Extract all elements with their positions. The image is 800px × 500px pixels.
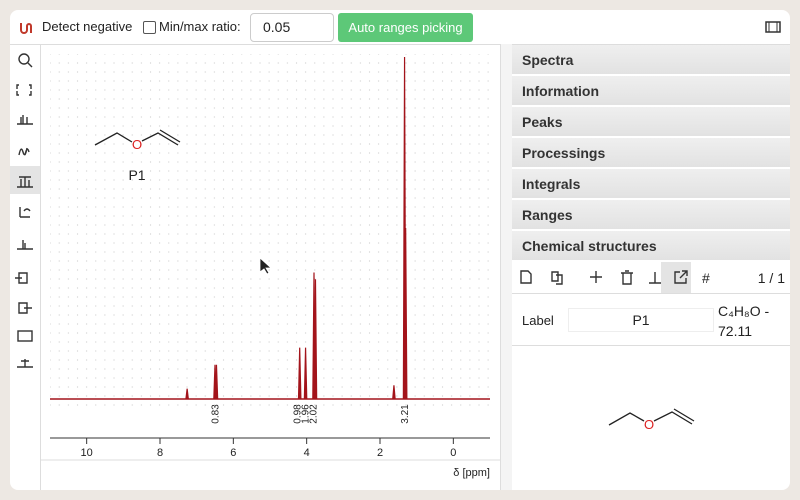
atom-label: O: [132, 137, 142, 152]
peak: [403, 227, 408, 400]
active-button: [661, 262, 691, 293]
panel-header[interactable]: Chemical structures: [512, 231, 790, 261]
x-tick-label: 4: [304, 447, 310, 459]
x-tick-label: 0: [450, 447, 456, 459]
minor-grid: [50, 54, 490, 410]
counter: 1 / 1: [757, 270, 785, 286]
structure-drawing: O: [608, 408, 695, 432]
top-toolbar: [10, 10, 790, 45]
tool-column: [10, 45, 41, 490]
integral-label: 3.21: [400, 404, 411, 424]
label: Detect negative: [42, 19, 133, 34]
panel-header[interactable]: Peaks: [512, 107, 790, 137]
panel-header[interactable]: Processings: [512, 138, 790, 168]
peak: [214, 364, 219, 400]
checkbox[interactable]: [143, 21, 156, 34]
film-icon[interactable]: [765, 20, 781, 34]
x-tick-label: 2: [377, 447, 383, 459]
structure-icons[interactable]: [512, 262, 702, 293]
label: Min/max ratio:: [159, 19, 241, 34]
x-tick-label: 6: [230, 447, 236, 459]
label-caption: Label: [522, 313, 554, 328]
peak: [303, 347, 308, 400]
atom-label: O: [644, 417, 654, 432]
structures-toolbar: [512, 262, 790, 294]
peak: [185, 388, 189, 400]
x-axis-label: δ [ppm]: [453, 467, 490, 479]
molecule-label: P1: [128, 167, 145, 183]
divider: [512, 345, 790, 346]
app-window: Detect negative Min/max ratio: 0.05 Auto…: [10, 10, 790, 490]
integral-label: 1.96: [301, 404, 312, 424]
peak: [297, 347, 302, 400]
cursor: [259, 257, 273, 275]
panel-header[interactable]: Integrals: [512, 169, 790, 199]
x-tick-label: 10: [81, 447, 93, 459]
panel-header[interactable]: Information: [512, 76, 790, 106]
molecule-drawing: [94, 129, 181, 146]
tool-icons[interactable]: [10, 45, 40, 375]
peak: [392, 385, 396, 400]
logo: [20, 23, 32, 34]
x-tick-label: 8: [157, 447, 163, 459]
panel-header[interactable]: Spectra: [512, 45, 790, 75]
auto-ranges-button[interactable]: Auto ranges picking: [338, 13, 473, 42]
splitter[interactable]: [501, 44, 512, 490]
peak: [313, 279, 318, 400]
counter-label: #: [702, 270, 710, 286]
label-input[interactable]: P1: [568, 308, 714, 332]
formula: C₄H₈O - 72.11: [718, 303, 770, 339]
integral-label: 0.83: [210, 404, 221, 424]
ratio-input[interactable]: 0.05: [250, 13, 334, 42]
integral-label: 2.02: [309, 404, 320, 424]
panel-header[interactable]: Ranges: [512, 200, 790, 230]
spectrum-plot[interactable]: δ [ppm] O P1 10 8 6 4 2 0 0.83 0.981.962.02 3.21: [40, 44, 501, 490]
integral-label: 0.98: [293, 404, 304, 424]
